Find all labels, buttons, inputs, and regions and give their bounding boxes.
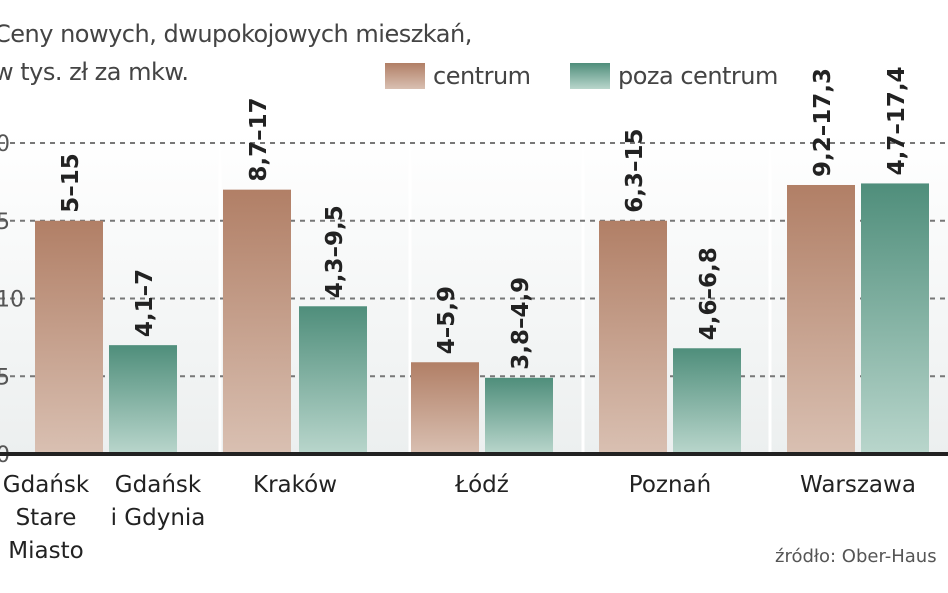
bar-value-label: 9,2–17,3 <box>810 68 836 177</box>
bar-centrum <box>599 220 667 454</box>
y-tick-label: 10 <box>0 288 24 313</box>
bar-value-label: 4,7–17,4 <box>884 66 910 175</box>
legend-swatch-centrum <box>385 63 425 89</box>
bar-centrum <box>35 220 103 454</box>
source-note: źródło: Ober-Haus <box>775 546 937 567</box>
bar-value-label: 8,7–17 <box>246 97 272 181</box>
x-category-label: Gdańsk <box>3 472 90 498</box>
legend-label-centrum: centrum <box>433 62 531 90</box>
y-tick-label: 0 <box>0 132 10 157</box>
x-category-label: Łódź <box>454 472 509 498</box>
legend-item-poza-centrum: poza centrum <box>570 62 778 90</box>
chart-title-line-1: Ceny nowych, dwupokojowych mieszkań, <box>0 20 472 48</box>
x-category-label: Miasto <box>8 538 83 564</box>
bar-centrum <box>223 189 291 454</box>
x-category-label: Poznań <box>629 472 711 498</box>
bar-value-label: 5–15 <box>58 153 84 213</box>
bar-value-label: 4,6–6,8 <box>696 247 722 340</box>
x-category-label: i Gdynia <box>111 505 206 531</box>
legend-swatch-poza-centrum <box>570 63 610 89</box>
bar-value-label: 3,8–4,9 <box>508 277 534 370</box>
x-category-label: Kraków <box>253 472 337 498</box>
bar-centrum <box>411 362 479 454</box>
bar-value-label: 4–5,9 <box>434 286 460 354</box>
x-category-label: Warszawa <box>800 472 916 498</box>
bar-value-label: 4,3–9,5 <box>322 205 348 298</box>
bar-poza-centrum <box>485 377 553 454</box>
bar-poza-centrum <box>109 345 177 454</box>
bar-value-label: 6,3–15 <box>622 128 648 212</box>
bar-poza-centrum <box>861 183 929 454</box>
legend-item-centrum: centrum <box>385 62 531 90</box>
bar-poza-centrum <box>673 348 741 454</box>
bar-value-label: 4,1–7 <box>132 269 158 337</box>
x-category-label: Gdańsk <box>115 472 202 498</box>
legend-label-poza-centrum: poza centrum <box>618 62 778 90</box>
y-tick-label: 5 <box>0 365 10 390</box>
bar-poza-centrum <box>299 306 367 454</box>
x-category-label: Stare <box>16 505 77 531</box>
y-tick-label: 5 <box>0 210 10 235</box>
bar-centrum <box>787 184 855 455</box>
chart-title-line-2: w tys. zł za mkw. <box>0 58 189 86</box>
